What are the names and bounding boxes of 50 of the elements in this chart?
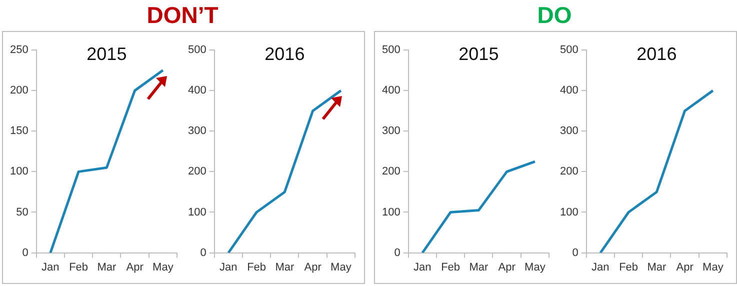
y-tick-label: 200 [188,166,206,178]
y-tick-label: 400 [560,84,578,97]
x-tick-label: May [330,261,352,274]
y-tick-label: 100 [10,166,28,178]
x-tick-label: Jan [592,261,610,274]
x-tick-label: Mar [97,261,116,274]
y-tick-label: 0 [572,246,578,259]
x-tick-label: Apr [676,261,694,274]
x-tick-label: Apr [498,261,516,274]
y-tick-label: 300 [560,125,578,138]
x-tick-label: Apr [304,261,322,274]
chart-title: 2015 [86,44,127,64]
text: DO [536,1,573,30]
y-tick-label: 0 [22,246,28,259]
y-tick-label: 0 [394,246,400,259]
y-tick-label: 150 [10,125,28,138]
y-tick-label: 200 [560,166,578,178]
text: DON’T [146,1,220,30]
y-tick-label: 0 [200,246,206,259]
x-tick-label: Feb [441,261,460,274]
y-tick-label: 50 [16,206,28,218]
x-tick-label: Mar [469,261,488,274]
y-tick-label: 200 [10,84,28,97]
x-tick-label: Feb [247,261,266,274]
chart-title: 2016 [264,44,305,64]
x-tick-label: May [152,261,174,274]
x-tick-label: Jan [42,261,60,274]
chart-title: 2015 [458,44,499,64]
chart-title: 2016 [636,44,677,64]
y-tick-label: 250 [10,44,28,56]
y-tick-label: 100 [188,206,206,218]
x-tick-label: Mar [275,261,294,274]
x-tick-label: Jan [220,261,238,274]
y-tick-label: 200 [382,166,400,178]
y-tick-label: 100 [560,206,578,218]
y-tick-label: 400 [188,84,206,97]
y-tick-label: 100 [382,206,400,218]
x-tick-label: Feb [619,261,638,274]
y-tick-label: 400 [382,84,400,97]
y-tick-label: 300 [188,125,206,138]
x-tick-label: Jan [414,261,432,274]
x-tick-label: Feb [69,261,88,274]
x-tick-label: May [524,261,546,274]
y-tick-label: 500 [382,44,400,56]
y-tick-label: 500 [188,44,206,56]
y-tick-label: 300 [382,125,400,138]
x-tick-label: Mar [647,261,666,274]
x-tick-label: Apr [126,261,144,274]
x-tick-label: May [702,261,724,274]
y-tick-label: 500 [560,44,578,56]
